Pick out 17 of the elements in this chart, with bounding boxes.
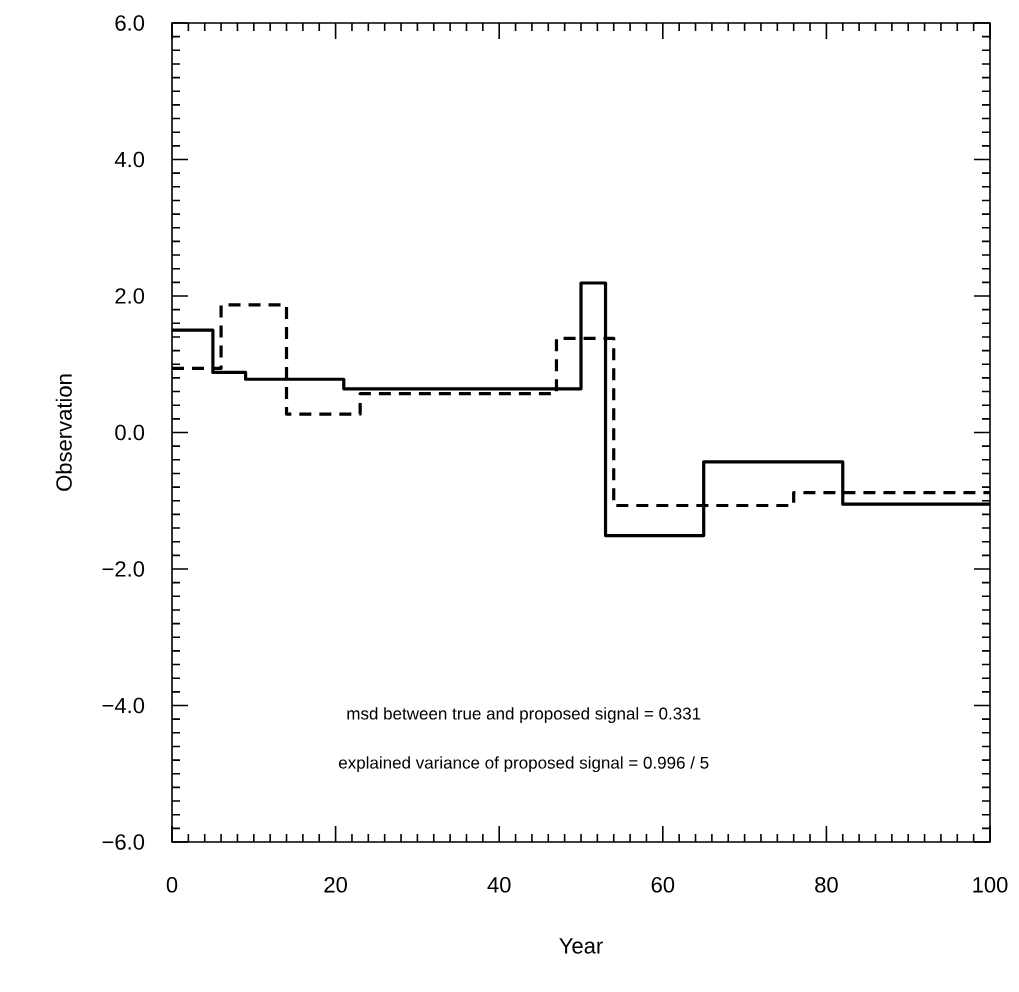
x-tick-label: 60 [651,877,675,893]
x-tick-label: 80 [815,877,838,893]
x-tick-label: 20 [324,877,347,893]
x-tick-label: 40 [487,877,511,893]
y-tick-label: 0.0 [115,424,145,441]
y-axis-title: Observation [55,374,72,491]
annotation: msd between true and proposed signal = 0.331 [347,707,701,723]
y-tick-label: 6.0 [115,15,145,31]
x-tick-label: 0 [166,877,178,893]
y-tick-label: −2.0 [102,561,145,577]
y-tick-label: −4.0 [102,697,145,714]
y-tick-label: 4.0 [114,151,145,168]
x-axis-title: Year [559,938,603,954]
x-tick-label: 100 [973,877,1008,893]
y-tick-label: −6.0 [102,834,145,850]
y-tick-label: 2.0 [115,288,145,304]
annotation: explained variance of proposed signal = 0.996 / 5 [338,756,709,773]
